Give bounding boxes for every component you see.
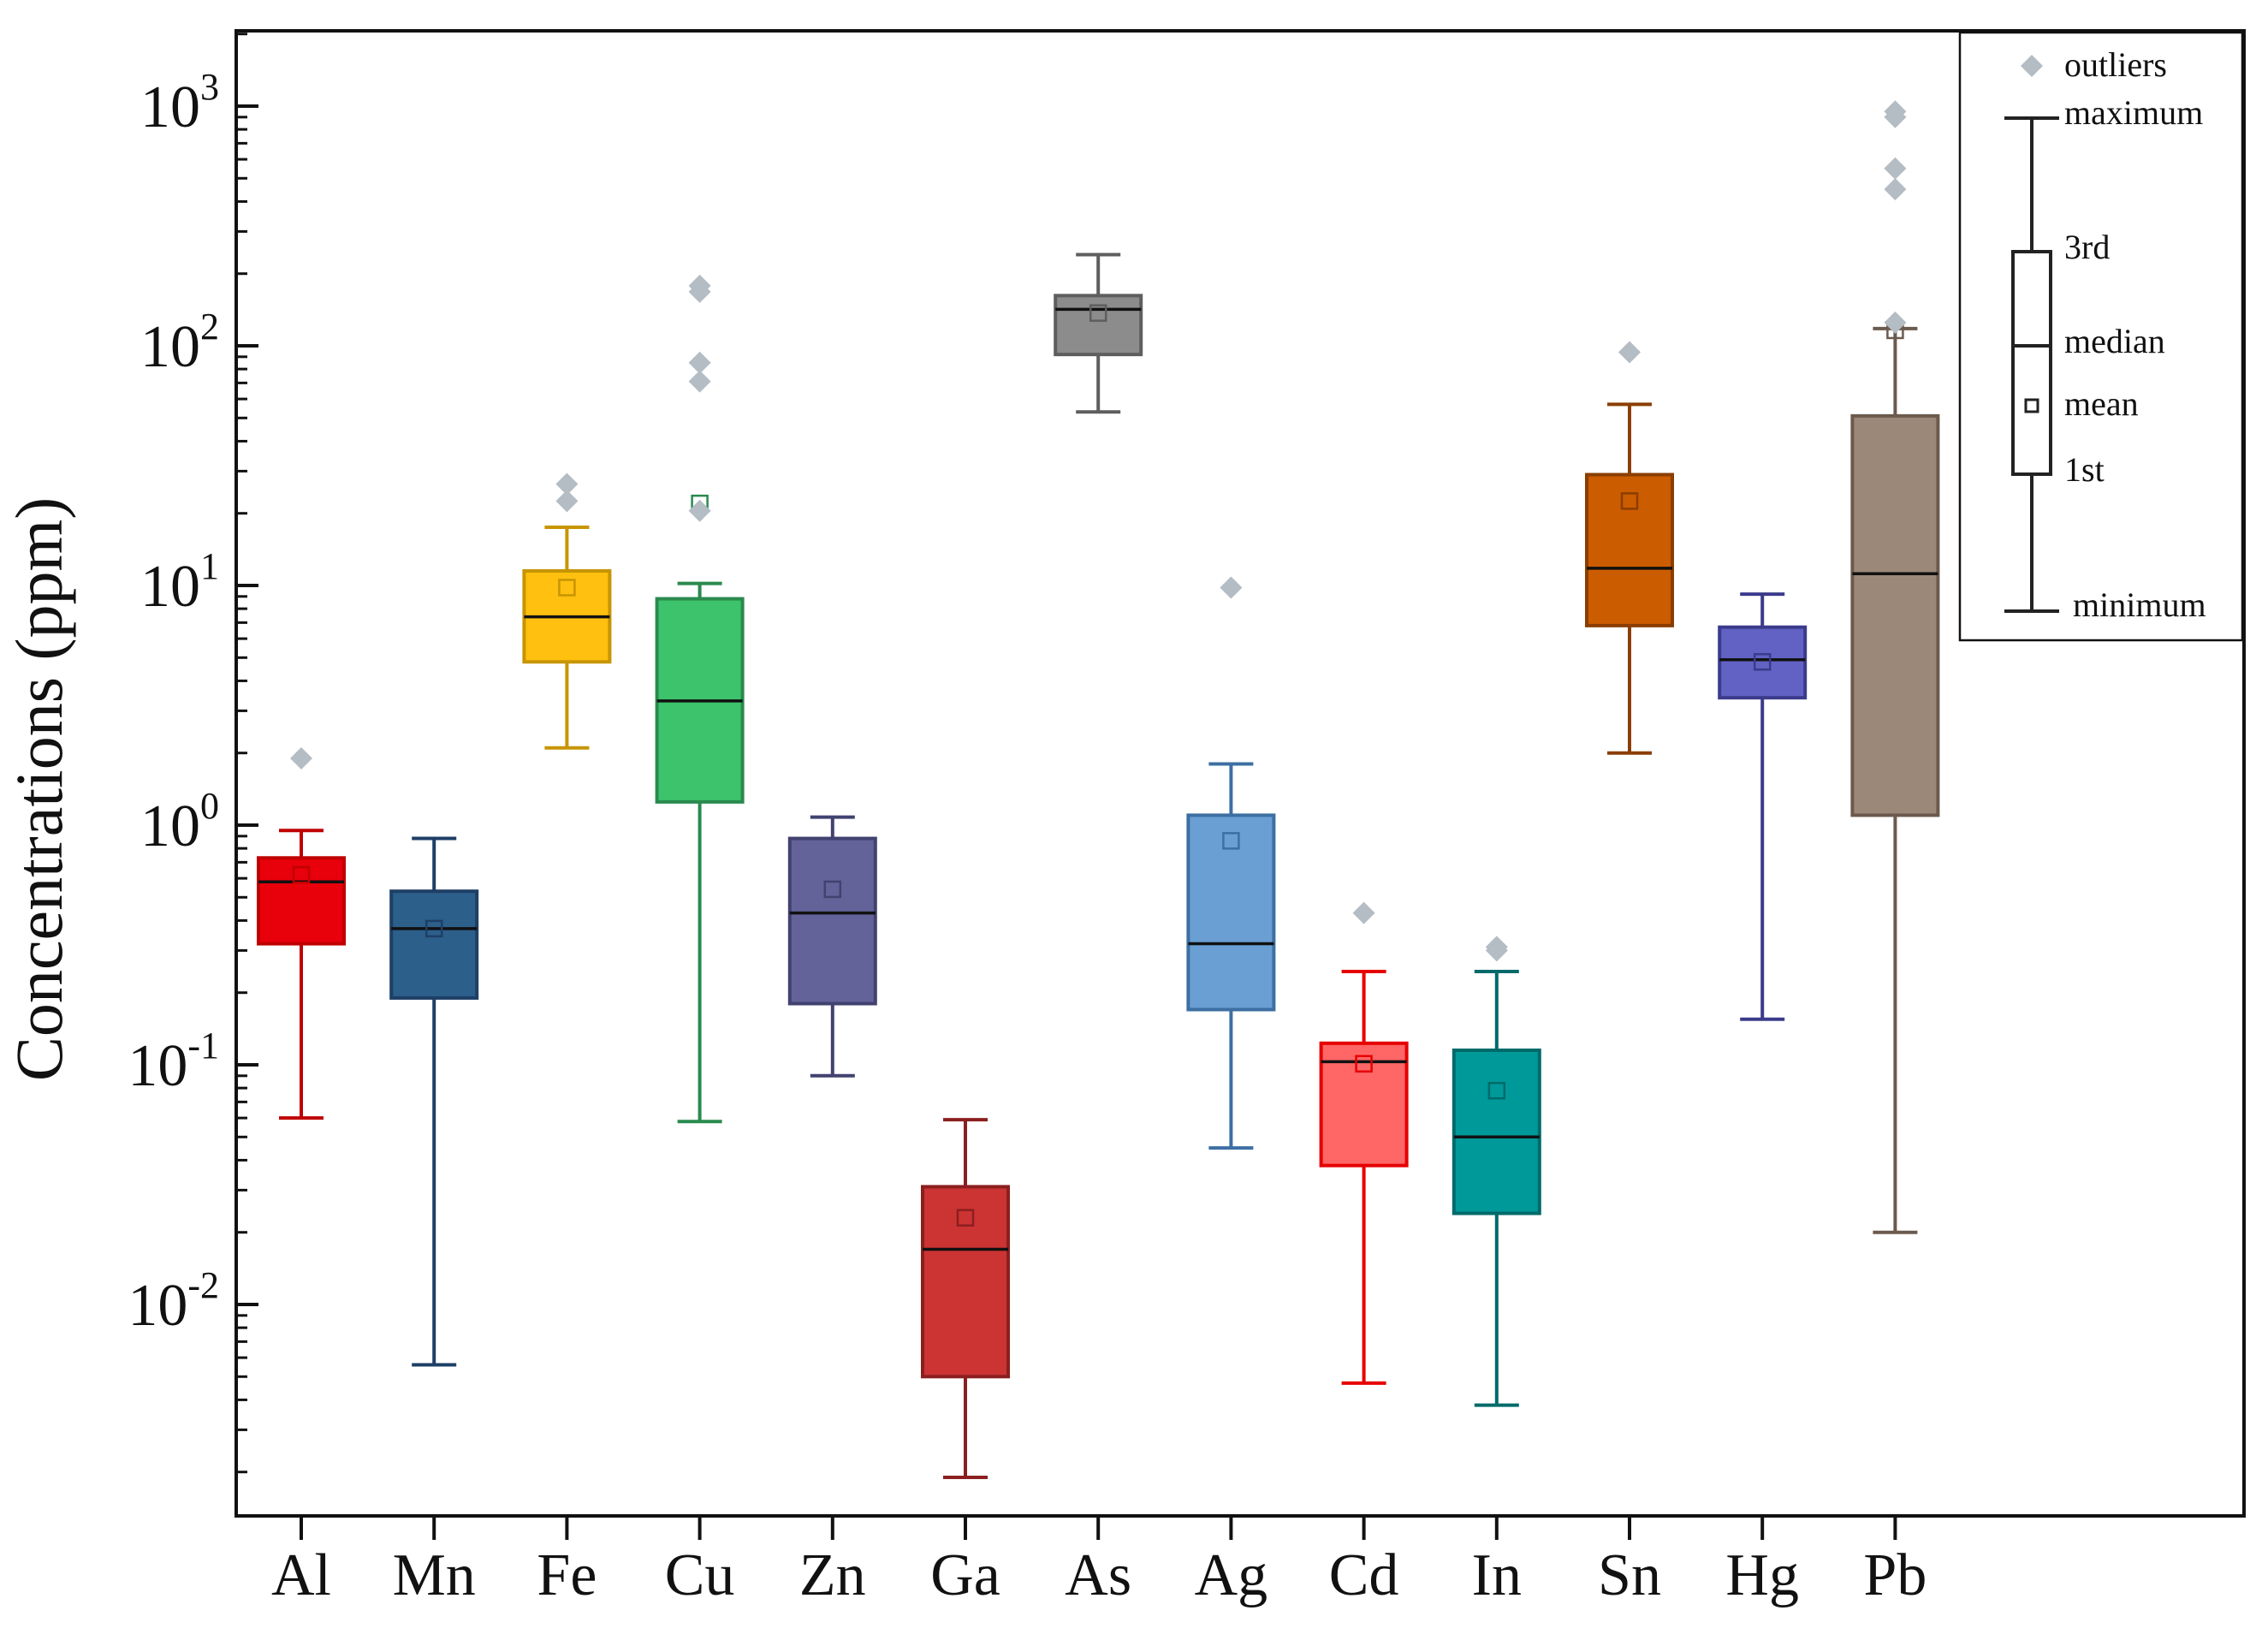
iqr-box [389,889,479,1000]
y-axis-label: Concentrations (ppm) [2,497,76,1081]
box-cd [1319,901,1409,1385]
box-ag [1186,576,1276,1150]
x-tick-label: Sn [1598,1542,1661,1608]
iqr-box [1850,413,1940,817]
outlier-point [1485,936,1508,959]
outlier-point [555,490,579,513]
plot-area: 10-2 10-1 100 101 102 103 Al Mn Fe Cu Zn Ga As Ag Cd In… [128,29,2246,1608]
y-tick-label: 103 [140,66,219,140]
box-mn [389,836,479,1367]
iqr-box [1319,1041,1409,1168]
mean-marker [1222,832,1240,850]
legend-label-outliers: outliers [2064,45,2167,84]
box-pb [1850,100,1940,1234]
x-tick-label: Pb [1863,1542,1927,1608]
mean-marker [1753,653,1772,671]
iqr-box [1718,625,1808,700]
x-tick-label: Ga [930,1542,1000,1608]
x-tick-label: Cd [1329,1542,1399,1608]
y-tick-label: 10-1 [128,1025,219,1099]
x-tick-label: Al [271,1542,331,1608]
legend-label-minimum: minimum [2073,585,2206,624]
iqr-box [921,1185,1010,1379]
legend-mean-marker [2024,398,2039,413]
y-tick-label: 100 [140,785,219,859]
legend-label-maximum: maximum [2064,93,2203,132]
x-tick-label: As [1065,1542,1131,1608]
legend-label-1st: 1st [2064,450,2105,489]
iqr-box [1452,1049,1541,1215]
outlier-point [1884,157,1907,180]
outlier-point [1884,311,1907,334]
iqr-box [787,836,877,1006]
x-tick-label: Hg [1725,1542,1799,1608]
outlier-point [688,274,711,297]
box-as [1054,253,1143,414]
legend-box [2011,250,2052,476]
y-tick-label: 102 [140,306,219,380]
outlier-point [1618,341,1641,364]
legend-label-3rd: 3rd [2064,228,2110,266]
mean-marker [1620,492,1639,510]
iqr-box [1186,813,1276,1012]
mean-marker [956,1209,975,1227]
legend-outlier-marker [2021,55,2043,77]
outlier-point [688,370,711,393]
box-fe [522,472,612,750]
outlier-point [555,472,579,496]
legend: outliers maximum 3rd median mean 1st min… [1958,31,2244,642]
x-tick-label: Cu [665,1542,735,1608]
mean-marker [1089,304,1107,322]
y-tick-label: 101 [140,545,219,620]
mean-marker [558,579,576,597]
x-tick-label: Zn [799,1542,866,1608]
outlier-point [688,499,711,522]
x-tick-label: Fe [537,1542,597,1608]
outlier-point [290,746,312,770]
iqr-box [257,856,346,946]
x-tick-label: In [1472,1542,1522,1608]
legend-label-median: median [2064,322,2165,360]
mean-marker [292,865,311,884]
box-sn [1585,341,1674,755]
iqr-box [1585,472,1674,627]
box-ga [921,1118,1010,1479]
box-cu [655,274,745,1124]
x-tick-label: Ag [1195,1542,1268,1608]
mean-marker [424,919,443,938]
mean-marker [1487,1081,1506,1100]
box-in [1452,936,1541,1407]
outlier-point [688,351,711,374]
box-zn [787,815,877,1078]
outlier-point [1352,901,1375,924]
outlier-point [1884,100,1907,123]
box-al [257,746,346,1120]
legend-frame [1958,31,2244,642]
y-tick-label: 10-2 [128,1264,219,1339]
outlier-point [1884,178,1907,201]
outlier-point [1220,576,1243,599]
x-tick-label: Mn [393,1542,476,1608]
mean-marker [823,880,842,899]
mean-marker [1355,1055,1373,1073]
plot-frame [235,29,2246,1518]
legend-label-mean: mean [2064,384,2139,423]
box-hg [1718,592,1808,1021]
